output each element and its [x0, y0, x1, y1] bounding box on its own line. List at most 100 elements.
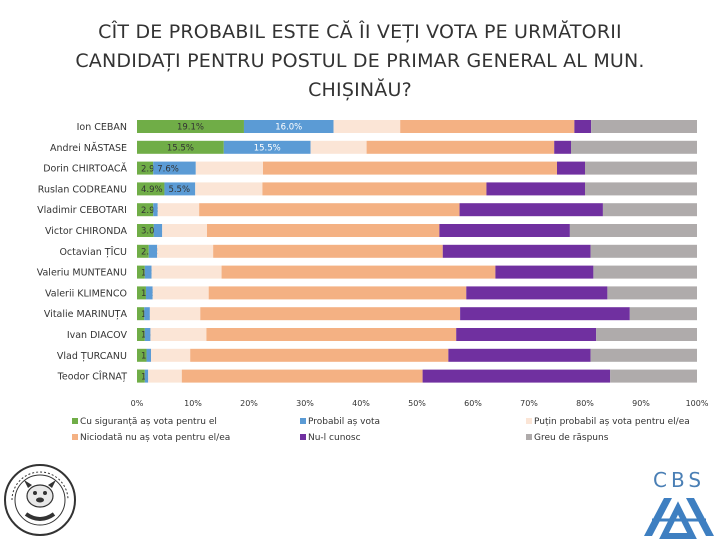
bar-segment — [137, 328, 145, 341]
bar-segment — [366, 140, 555, 154]
legend-entry: Probabil aș vota — [308, 417, 380, 427]
bar-segment — [593, 265, 697, 279]
bar-segment — [495, 265, 594, 279]
bar-segment — [263, 161, 557, 175]
bar-segment — [590, 244, 697, 258]
bar-segment — [153, 203, 158, 217]
x-tick-label: 20% — [240, 399, 258, 408]
x-tick-label: 40% — [352, 399, 370, 408]
bar-segment — [137, 307, 145, 321]
bar-segment — [137, 182, 165, 196]
x-tick-label: 0% — [131, 399, 144, 408]
category-label: Vitalie MARINUȚA — [44, 309, 128, 320]
data-label: 2.9% — [141, 206, 163, 216]
category-label: Vlad ȚURCANU — [57, 351, 127, 362]
bar-segment — [137, 161, 154, 175]
bar-segment — [137, 203, 154, 217]
bar-segment — [148, 369, 182, 383]
bar-segment — [151, 348, 191, 362]
bar-segment — [607, 286, 697, 300]
bar-segment — [571, 140, 697, 154]
bar-segment — [208, 286, 467, 300]
bar-segment — [591, 120, 697, 133]
bar-segment — [137, 244, 149, 258]
bar-segment — [456, 328, 597, 341]
bar-segment — [144, 369, 149, 383]
legend-swatch — [300, 418, 306, 424]
bar-segment — [333, 120, 401, 133]
bar-segment — [206, 328, 457, 341]
legend-swatch — [72, 418, 78, 424]
bar-segment — [137, 140, 224, 154]
bar-segment — [153, 224, 163, 237]
bar-segment — [610, 369, 697, 383]
category-label: Victor CHIRONDA — [45, 226, 128, 237]
bar-segment — [145, 286, 153, 300]
bar-segment — [137, 286, 146, 300]
legend-entry: Cu siguranță aș vota pentru el — [80, 417, 217, 427]
bar-segment — [137, 224, 154, 237]
category-label: Valerii KLIMENCO — [45, 288, 127, 299]
bar-segment — [602, 203, 697, 217]
bars-group: 19.1% 16.0%15.5% 15.5%2.9%7.6%4.9% 5.5%2.9%… — [137, 120, 697, 383]
data-label: 4.9% — [141, 185, 163, 195]
data-label: 15.5% — [254, 144, 281, 154]
bar-segment — [400, 120, 575, 133]
x-tick-label: 70% — [520, 399, 538, 408]
bar-segment — [144, 265, 152, 279]
legend-swatch — [72, 434, 78, 440]
x-tick-label: 100% — [686, 399, 709, 408]
data-label: 19.1% — [177, 123, 204, 133]
legend-entry: Nu-l cunosc — [308, 433, 361, 443]
x-tick-label: 80% — [576, 399, 594, 408]
watchdog-seal-icon — [4, 464, 76, 536]
bar-segment — [460, 307, 630, 321]
bar-segment — [137, 348, 147, 362]
category-label: Vladimir CEBOTARI — [37, 205, 127, 216]
data-label: 7.6% — [157, 164, 179, 174]
bar-segment — [144, 307, 150, 321]
data-label: 15.5% — [167, 144, 194, 154]
bar-segment — [439, 224, 570, 237]
bar-segment — [181, 369, 423, 383]
bar-segment — [164, 182, 196, 196]
category-label: Valeriu MUNTEANU — [37, 268, 127, 279]
bar-segment — [149, 307, 201, 321]
bar-segment — [448, 348, 591, 362]
bar-segment — [200, 307, 461, 321]
data-label: 5.5% — [168, 185, 190, 195]
bar-segment — [422, 369, 611, 383]
bar-segment — [569, 224, 697, 237]
bar-segment — [146, 348, 151, 362]
cbs-axa-logo-icon: CBS — [644, 468, 714, 539]
category-label: Dorin CHIRTOACĂ — [43, 163, 127, 175]
chart-title: CÎT DE PROBABIL ESTE CĂ ÎI VEȚI VOTA PE … — [75, 21, 645, 101]
x-axis-ticks: 0% 10% 20% 30% 40% 50% 60% 70% 80% 90% 100% — [131, 399, 709, 408]
bar-segment — [262, 182, 487, 196]
bar-segment — [310, 140, 367, 154]
category-label: Ruslan CODREANU — [38, 184, 127, 195]
bar-segment — [162, 224, 207, 237]
legend-swatch — [300, 434, 306, 440]
legend-swatch — [526, 418, 532, 424]
data-label: 3.0% — [141, 227, 163, 237]
bar-segment — [466, 286, 608, 300]
data-label: 16.0% — [275, 123, 302, 133]
bar-segment — [144, 328, 151, 341]
bar-segment — [153, 161, 196, 175]
legend-entry: Puțin probabil aș vota pentru el/ea — [534, 417, 690, 427]
x-tick-label: 60% — [464, 399, 482, 408]
legend-swatch — [526, 434, 532, 440]
category-label: Octavian ȚÎCU — [59, 246, 127, 258]
data-label: 2.9% — [141, 164, 163, 174]
bar-segment — [157, 244, 214, 258]
bar-segment — [151, 265, 222, 279]
bar-segment — [157, 203, 200, 217]
bar-segment — [223, 140, 311, 154]
x-tick-label: 10% — [184, 399, 202, 408]
bar-segment — [199, 203, 460, 217]
category-label: Ion CEBAN — [77, 122, 127, 133]
bar-segment — [557, 161, 585, 175]
x-tick-label: 30% — [296, 399, 314, 408]
category-labels: Ion CEBAN Andrei NĂSTASE Dorin CHIRTOACĂ Ru… — [37, 122, 128, 383]
